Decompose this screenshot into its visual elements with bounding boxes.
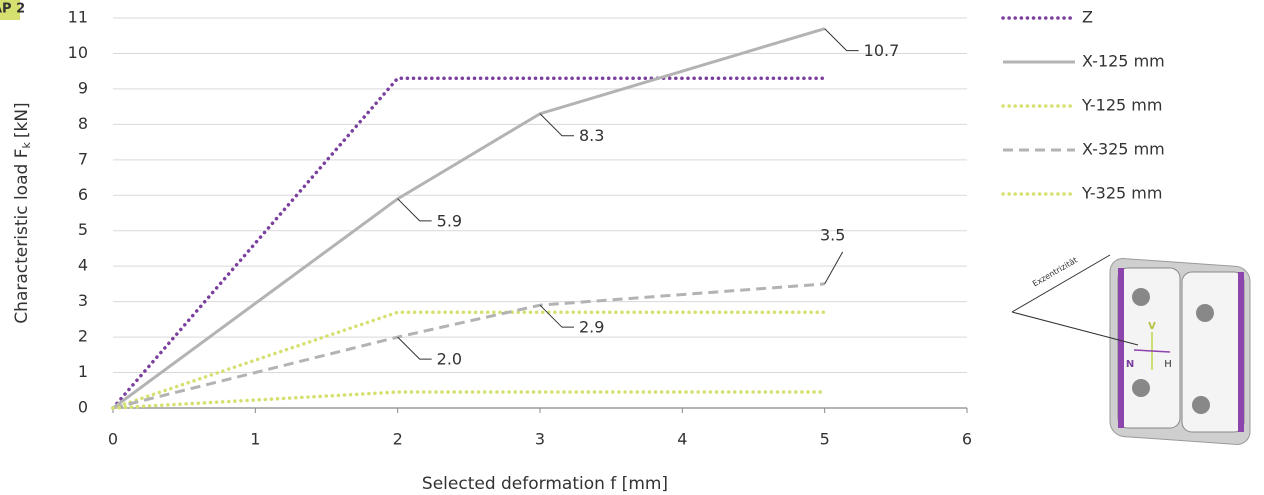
y-tick-label: 9 xyxy=(78,78,88,97)
plate-right xyxy=(1181,271,1245,433)
badge-bg xyxy=(0,0,20,20)
leader-line xyxy=(397,336,432,360)
y-tick-label: 10 xyxy=(68,43,88,62)
y-tick-label: 7 xyxy=(78,149,88,168)
data-label: 10.7 xyxy=(864,41,900,60)
y-tick-label: 11 xyxy=(68,8,88,27)
y-axis-title-sub: k xyxy=(20,142,33,149)
y-axis-title: Characteristic load Fk [kN] xyxy=(12,102,33,323)
x-tick-label: 3 xyxy=(535,430,545,449)
legend-label: X-125 mm xyxy=(1082,52,1165,71)
leader-line xyxy=(397,198,432,222)
legend-label: Y-125 mm xyxy=(1081,96,1162,115)
axis-label: V xyxy=(1148,321,1156,332)
series-line xyxy=(112,27,826,410)
series-line xyxy=(111,310,827,410)
edge xyxy=(1238,272,1244,432)
data-label: 2.0 xyxy=(437,350,462,369)
dimension-line xyxy=(1011,311,1139,346)
series-line xyxy=(111,390,827,410)
series-line xyxy=(112,282,825,410)
bolt xyxy=(1132,288,1150,306)
bolt xyxy=(1192,396,1210,414)
plate-left xyxy=(1117,267,1181,429)
y-tick-label: 5 xyxy=(78,220,88,239)
bolt xyxy=(1196,304,1214,322)
x-tick-label: 5 xyxy=(820,430,830,449)
dimension-label: Exzentrizität xyxy=(1031,256,1079,289)
legend-label: X-325 mm xyxy=(1082,140,1165,159)
edge xyxy=(1118,268,1124,428)
y-tick-label: 6 xyxy=(78,185,88,204)
arrow xyxy=(1133,349,1171,353)
illustration: Exzentrizität V N H xyxy=(1011,254,1251,445)
axis-label: N xyxy=(1126,359,1134,370)
leader-line xyxy=(824,251,844,285)
x-tick-label: 0 xyxy=(108,430,118,449)
series-line xyxy=(111,76,827,410)
y-tick-label: 3 xyxy=(78,291,88,310)
data-label: 2.9 xyxy=(579,318,604,337)
data-label: 8.3 xyxy=(579,126,604,145)
x-tick-label: 6 xyxy=(962,430,972,449)
dimension-line xyxy=(1011,254,1111,313)
data-label: 3.5 xyxy=(820,225,845,244)
y-axis-title-text: Characteristic load F xyxy=(12,149,32,324)
x-axis-title: Selected deformation f [mm] xyxy=(422,474,668,494)
x-tick-label: 1 xyxy=(250,430,260,449)
legend-label: Z xyxy=(1082,8,1093,27)
axis-label: H xyxy=(1164,359,1172,370)
y-tick-label: 1 xyxy=(78,362,88,381)
leader-line xyxy=(539,304,574,328)
y-tick-label: 8 xyxy=(78,114,88,133)
badge: AP 2 xyxy=(0,2,25,17)
y-axis-title-unit: [kN] xyxy=(12,102,32,138)
y-tick-label: 0 xyxy=(78,398,88,417)
y-tick-label: 2 xyxy=(78,327,88,346)
x-tick-label: 2 xyxy=(393,430,403,449)
leader-line xyxy=(539,113,574,137)
data-label: 5.9 xyxy=(437,211,462,230)
x-tick-label: 4 xyxy=(677,430,687,449)
legend-label: Y-325 mm xyxy=(1081,184,1162,203)
leader-line xyxy=(824,28,859,52)
bolt xyxy=(1132,379,1150,397)
y-tick-label: 4 xyxy=(78,256,88,275)
